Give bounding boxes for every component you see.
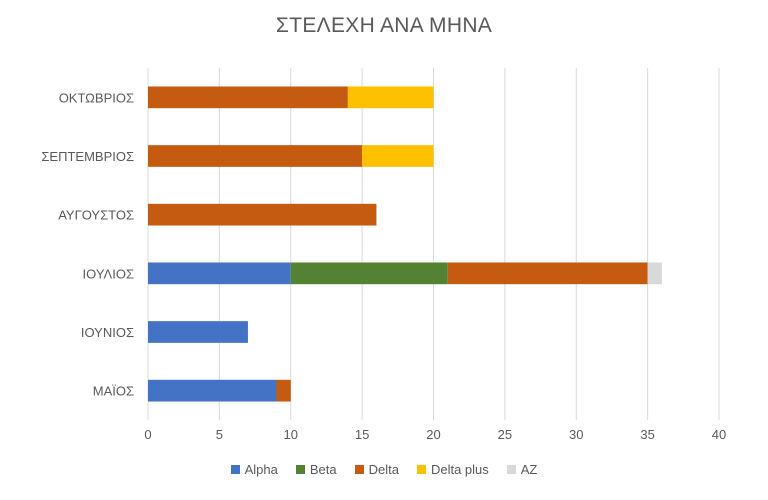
y-category-label: ΣΕΠΤΕΜΒΡΙΟΣ	[41, 149, 134, 164]
bar-delta-plus	[362, 145, 434, 167]
y-category-label: ΙΟΥΛΙΟΣ	[83, 266, 134, 281]
bar-alpha	[148, 262, 291, 285]
legend-swatch	[295, 465, 305, 474]
chart-title: ΣΤΕΛΕΧΗ ΑΝΑ ΜΗΝΑ	[275, 14, 493, 37]
bar-beta	[290, 262, 448, 285]
y-category-label: ΟΚΤΩΒΡΙΟΣ	[59, 90, 134, 105]
legend-label: Beta	[309, 462, 337, 477]
bar-alpha	[148, 379, 277, 402]
legend-label: AZ	[520, 462, 538, 477]
x-tick-label: 5	[216, 427, 223, 442]
bar-delta	[148, 203, 377, 226]
bar-delta	[276, 379, 291, 402]
legend-swatch	[354, 465, 364, 474]
legend-swatch	[416, 465, 426, 474]
bar-alpha	[148, 321, 248, 343]
x-tick-label: 25	[498, 427, 512, 442]
x-tick-label: 30	[569, 427, 583, 442]
legend: Alpha Beta Delta Delta plus AZ	[0, 462, 768, 477]
legend-item: AZ	[506, 462, 538, 477]
bar-delta	[148, 86, 348, 109]
legend-label: Delta	[368, 462, 399, 477]
x-tick-label: 35	[640, 427, 654, 442]
x-tick-label: 40	[712, 427, 726, 442]
legend-item: Delta	[354, 462, 399, 477]
legend-label: Delta plus	[430, 462, 489, 477]
legend-item: Beta	[295, 462, 337, 477]
x-tick-label: 10	[284, 427, 298, 442]
bar-delta	[148, 145, 363, 167]
legend-item: Alpha	[230, 462, 278, 477]
bar-az	[647, 262, 662, 285]
y-category-label: ΑΥΓΟΥΣΤΟΣ	[58, 208, 134, 223]
legend-swatch	[506, 465, 516, 474]
y-category-label: ΜΑΪΟΣ	[93, 384, 134, 399]
x-tick-label: 0	[144, 427, 151, 442]
x-tick-label: 20	[426, 427, 440, 442]
bar-delta	[447, 262, 648, 285]
x-tick-label: 15	[355, 427, 369, 442]
legend-item: Delta plus	[416, 462, 489, 477]
bar-delta-plus	[347, 86, 434, 109]
y-category-label: ΙΟΥΝΙΟΣ	[81, 325, 134, 340]
legend-swatch	[230, 465, 240, 474]
legend-label: Alpha	[244, 462, 278, 477]
